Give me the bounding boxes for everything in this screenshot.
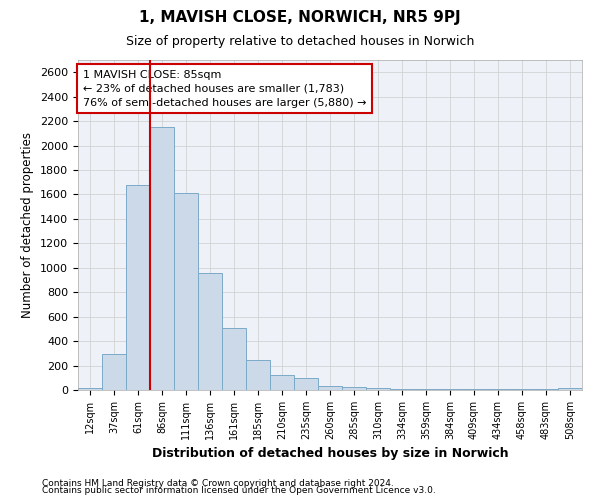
Bar (342, 387, 366, 390)
Bar (246, 360, 270, 390)
Bar (558, 388, 582, 390)
Text: Size of property relative to detached houses in Norwich: Size of property relative to detached ho… (126, 35, 474, 48)
Text: 1, MAVISH CLOSE, NORWICH, NR5 9PJ: 1, MAVISH CLOSE, NORWICH, NR5 9PJ (139, 10, 461, 25)
Bar (222, 328, 246, 390)
Y-axis label: Number of detached properties: Number of detached properties (22, 132, 34, 318)
Text: Contains HM Land Registry data © Crown copyright and database right 2024.: Contains HM Land Registry data © Crown c… (42, 478, 394, 488)
Bar (102, 354, 126, 390)
Bar (366, 388, 390, 390)
Bar (78, 388, 102, 390)
Text: Contains public sector information licensed under the Open Government Licence v3: Contains public sector information licen… (42, 486, 436, 495)
Bar (174, 193, 198, 390)
Bar (294, 378, 318, 390)
Bar (198, 272, 222, 390)
Text: 1 MAVISH CLOSE: 85sqm
← 23% of detached houses are smaller (1,783)
76% of semi-d: 1 MAVISH CLOSE: 85sqm ← 23% of detached … (83, 70, 367, 108)
X-axis label: Distribution of detached houses by size in Norwich: Distribution of detached houses by size … (152, 448, 508, 460)
Bar (270, 376, 294, 390)
Bar (150, 127, 174, 390)
Bar (126, 184, 150, 390)
Bar (318, 386, 342, 390)
